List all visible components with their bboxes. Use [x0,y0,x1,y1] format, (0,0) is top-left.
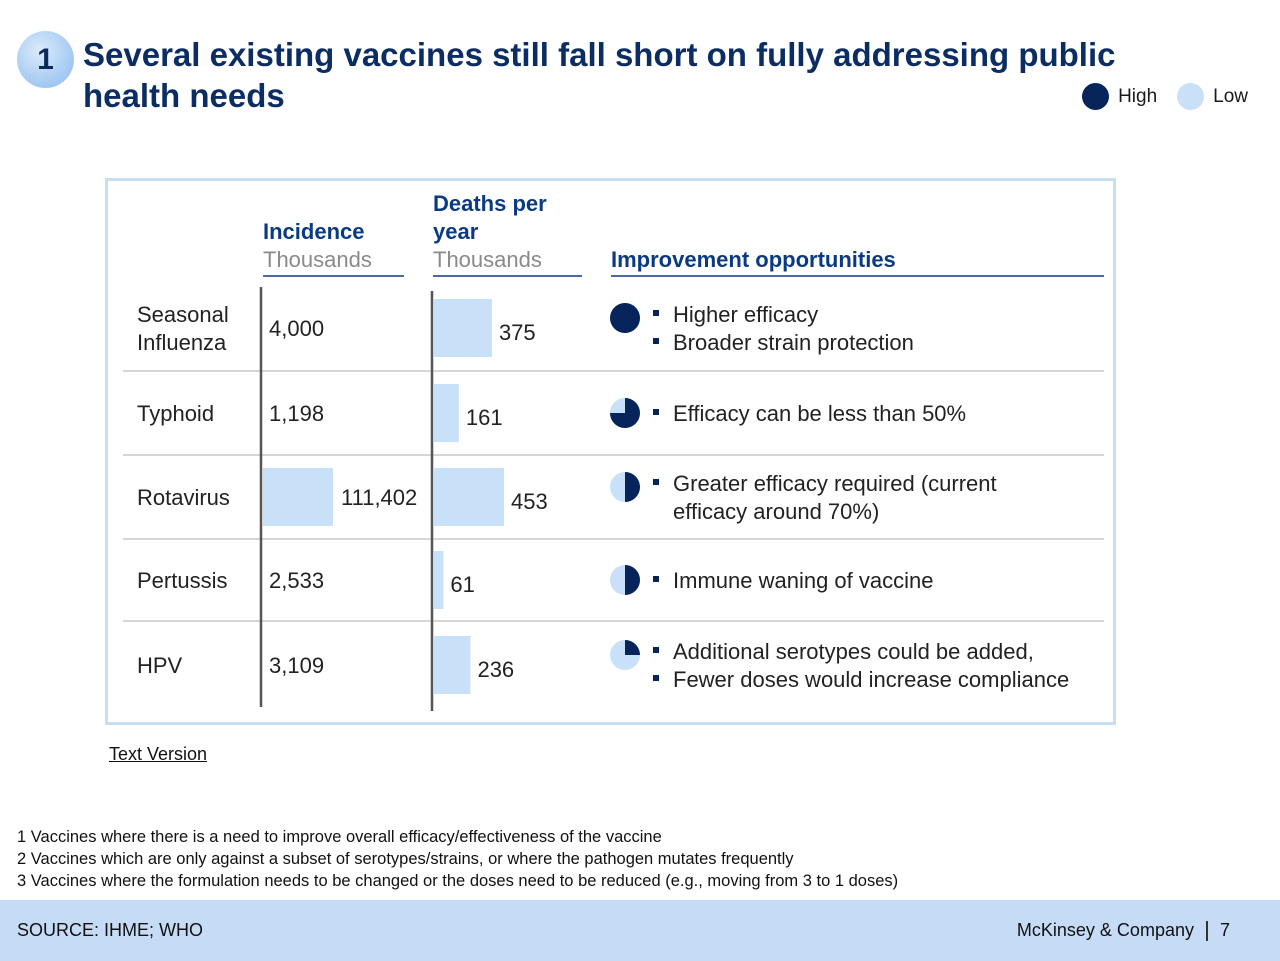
page-number: 7 [1219,920,1230,940]
rating-fill-icon [610,303,640,333]
rating-fill-icon [625,640,640,655]
text-version-link[interactable]: Text Version [109,744,208,764]
bullet-icon [653,310,659,316]
deaths-value: 61 [450,572,474,597]
rating-fill-icon [625,472,640,502]
source-note: SOURCE: IHME; WHO [17,920,204,940]
incidence-value: 2,533 [269,568,324,593]
deaths-value: 236 [477,657,514,682]
rating-fill-icon [625,565,640,595]
footer-separator [1205,920,1208,941]
high-dot-icon [1082,83,1110,110]
deaths-header-line2: year [433,219,479,244]
deaths-bar [434,551,444,609]
deaths-value: 161 [466,405,503,430]
footnote-3: 3 Vaccines where the formulation needs t… [17,872,899,890]
page-title: Several existing vaccines still fall sho… [83,36,1116,114]
deaths-value: 453 [511,489,548,514]
incidence-value: 1,198 [269,401,324,426]
incidence-unit: Thousands [263,247,372,272]
incidence-value: 4,000 [269,316,324,341]
footnote-1: 1 Vaccines where there is a need to impr… [17,828,662,846]
deaths-header-line1: Deaths per [433,191,547,216]
deaths-bar [434,384,459,442]
incidence-value: 3,109 [269,653,324,678]
legend-item-high: High [1082,83,1157,110]
opportunity-text: Higher efficacy [673,302,818,327]
low-dot-icon [1177,83,1205,110]
opportunity-text: Fewer doses would increase compliance [673,667,1069,692]
opportunity-text: Additional serotypes could be added, [673,639,1034,664]
legend-low-label: Low [1213,85,1248,107]
deaths-bar [434,636,471,694]
incidence-bar [263,468,333,526]
bullet-icon [653,675,659,681]
disease-label: Influenza [137,330,227,355]
opportunity-text: Broader strain protection [673,330,914,355]
footnotes: 1 Vaccines where there is a need to impr… [17,826,898,892]
footnote-2: 2 Vaccines which are only against a subs… [17,850,794,868]
footer-brand: McKinsey & Company 7 [1017,920,1230,941]
legend-high-label: High [1118,85,1158,107]
deaths-unit: Thousands [433,247,542,272]
bullet-icon [653,338,659,344]
disease-label: Seasonal [137,302,229,327]
footer-bar: SOURCE: IHME; WHO McKinsey & Company 7 [0,900,1280,961]
opportunity-text: Immune waning of vaccine [673,568,933,593]
deaths-bar [434,299,492,357]
opportunity-text: Efficacy can be less than 50% [673,401,966,426]
opportunity-text: Greater efficacy required (current [673,471,997,496]
vaccine-chart-frame: Incidence Thousands Deaths per year Thousand… [105,178,1116,725]
brand-name: McKinsey & Company [1016,920,1194,940]
vaccine-chart: Incidence Thousands Deaths per year Thousand… [123,191,1104,711]
step-number-badge: 1 [17,31,74,88]
disease-label: Pertussis [137,568,227,593]
bullet-icon [653,576,659,582]
disease-label: Typhoid [137,401,214,426]
disease-label: HPV [137,653,183,678]
deaths-bar [434,468,504,526]
rating-legend: High Low [1082,83,1248,110]
incidence-header: Incidence [263,219,364,244]
disease-label: Rotavirus [137,485,230,510]
opportunity-text: efficacy around 70%) [673,499,879,524]
deaths-value: 375 [499,320,536,345]
legend-item-low: Low [1177,83,1248,110]
rating-fill-icon [610,398,640,428]
bullet-icon [653,479,659,485]
bullet-icon [653,647,659,653]
bullet-icon [653,409,659,415]
incidence-value: 111,402 [341,485,417,510]
improvement-header: Improvement opportunities [611,247,896,272]
